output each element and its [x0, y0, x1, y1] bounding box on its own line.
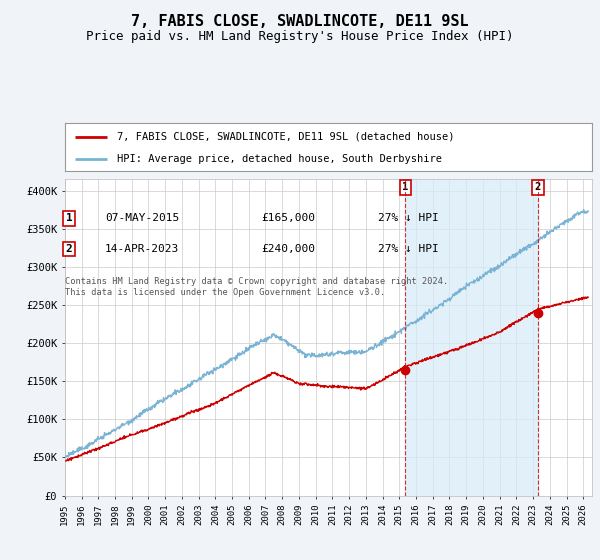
- Text: 2: 2: [535, 182, 541, 192]
- Text: £240,000: £240,000: [261, 244, 315, 254]
- Text: Contains HM Land Registry data © Crown copyright and database right 2024.
This d: Contains HM Land Registry data © Crown c…: [65, 277, 448, 297]
- Text: £165,000: £165,000: [261, 213, 315, 223]
- Text: 1: 1: [403, 182, 409, 192]
- Text: 27% ↓ HPI: 27% ↓ HPI: [378, 244, 439, 254]
- Text: 7, FABIS CLOSE, SWADLINCOTE, DE11 9SL: 7, FABIS CLOSE, SWADLINCOTE, DE11 9SL: [131, 14, 469, 29]
- Text: 7, FABIS CLOSE, SWADLINCOTE, DE11 9SL (detached house): 7, FABIS CLOSE, SWADLINCOTE, DE11 9SL (d…: [118, 132, 455, 142]
- Text: 27% ↓ HPI: 27% ↓ HPI: [378, 213, 439, 223]
- Text: HPI: Average price, detached house, South Derbyshire: HPI: Average price, detached house, Sout…: [118, 154, 442, 164]
- Text: 2: 2: [65, 244, 73, 254]
- Text: 1: 1: [65, 213, 73, 223]
- Text: Price paid vs. HM Land Registry's House Price Index (HPI): Price paid vs. HM Land Registry's House …: [86, 30, 514, 43]
- Text: 07-MAY-2015: 07-MAY-2015: [105, 213, 179, 223]
- Bar: [406, 179, 538, 496]
- Text: 14-APR-2023: 14-APR-2023: [105, 244, 179, 254]
